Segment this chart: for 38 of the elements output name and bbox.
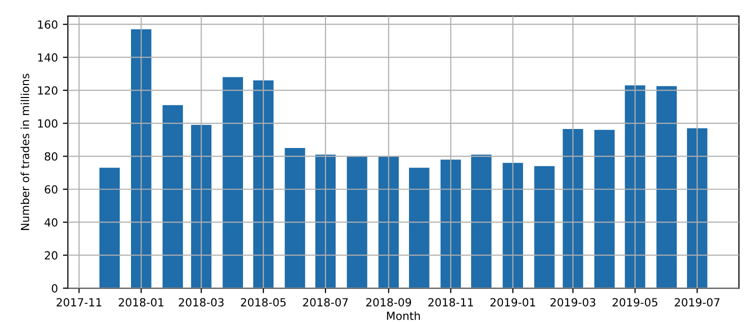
bar	[162, 105, 183, 288]
bar	[130, 29, 152, 288]
x-tick-label: 2018-11	[428, 298, 473, 307]
x-tick-label: 2018-07	[303, 298, 348, 307]
bar	[346, 156, 368, 288]
x-tick-label: 2019-01	[490, 298, 536, 307]
y-tick-label: 20	[44, 251, 58, 260]
y-axis-title: Number of trades in millions	[20, 74, 30, 230]
y-tick-label: 140	[38, 53, 58, 62]
bar	[656, 86, 677, 288]
y-tick-label: 0	[52, 284, 58, 293]
x-tick-label: 2018-05	[240, 298, 286, 307]
y-tick-label: 60	[44, 185, 58, 194]
bar	[378, 156, 399, 288]
bar	[502, 162, 524, 288]
bar	[222, 77, 244, 288]
bar	[686, 128, 708, 288]
y-tick-label: 100	[38, 119, 58, 128]
bar	[471, 154, 492, 288]
x-tick-label: 2018-01	[118, 298, 164, 307]
x-axis-title: Month	[387, 311, 420, 320]
bar	[284, 148, 306, 288]
bar	[534, 166, 555, 288]
bar	[408, 168, 430, 288]
y-tick-label: 160	[38, 20, 58, 29]
y-tick-label: 120	[38, 86, 58, 95]
bar	[440, 160, 461, 288]
x-tick-label: 2017-11	[56, 298, 102, 307]
x-tick-label: 2018-03	[178, 298, 224, 307]
x-tick-label: 2019-05	[612, 298, 658, 307]
bar	[253, 80, 274, 288]
x-tick-label: 2019-07	[674, 298, 720, 307]
bar	[594, 130, 615, 288]
x-tick-label: 2019-03	[550, 298, 596, 307]
bar	[99, 168, 120, 288]
y-tick-label: 40	[44, 218, 58, 227]
x-tick-label: 2018-09	[366, 298, 412, 307]
y-tick-label: 80	[44, 152, 58, 161]
